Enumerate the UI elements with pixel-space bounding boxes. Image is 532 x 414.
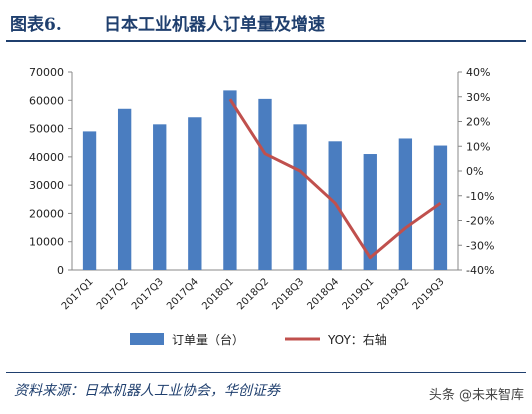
left-tick-label: 50000	[29, 123, 64, 136]
watermark: 头条 @未来智库	[428, 388, 524, 403]
bar	[363, 154, 377, 270]
right-tick-label: -20%	[466, 215, 494, 228]
legend-bar-label: 订单量（台）	[172, 332, 244, 347]
left-tick-label: 20000	[29, 207, 64, 220]
footer-rule	[6, 372, 526, 373]
left-tick-label: 40000	[29, 151, 64, 164]
x-tick-label: 2017Q2	[95, 276, 131, 312]
x-tick-label: 2017Q1	[60, 276, 96, 312]
x-tick-label: 2019Q2	[376, 276, 412, 312]
right-tick-label: 0%	[466, 165, 483, 178]
right-tick-label: -40%	[466, 264, 494, 277]
x-tick-label: 2018Q3	[270, 276, 306, 312]
left-tick-label: 60000	[29, 94, 64, 107]
left-tick-label: 10000	[29, 236, 64, 249]
bar	[117, 108, 132, 271]
figure-title: 日本工业机器人订单量及增速	[104, 15, 325, 35]
x-tick-label: 2017Q3	[130, 276, 166, 312]
right-tick-label: 10%	[466, 140, 490, 153]
legend-line-label: YOY：右轴	[327, 332, 387, 347]
legend-bar-swatch	[130, 333, 164, 345]
bar	[293, 124, 307, 270]
bar	[433, 145, 448, 270]
left-tick-label: 0	[57, 264, 64, 277]
x-tick-label: 2018Q1	[200, 276, 236, 312]
right-tick-label: 20%	[466, 116, 490, 129]
x-tick-label: 2019Q3	[411, 276, 447, 312]
bar	[188, 117, 202, 270]
x-tick-label: 2017Q4	[165, 276, 201, 312]
yoy-line	[228, 98, 442, 260]
source-note: 资料来源：日本机器人工业协会，华创证券	[14, 383, 280, 399]
bar	[258, 98, 272, 270]
x-tick-label: 2018Q2	[235, 276, 271, 312]
bar	[398, 138, 413, 270]
right-tick-label: -10%	[466, 190, 494, 203]
right-tick-label: -30%	[466, 239, 494, 252]
bar	[223, 90, 237, 270]
header-rule	[6, 40, 526, 42]
left-tick-label: 70000	[29, 66, 64, 79]
x-tick-label: 2019Q1	[341, 276, 377, 312]
bar	[153, 124, 167, 270]
right-tick-label: 30%	[466, 91, 490, 104]
bar	[82, 131, 97, 270]
figure-header: 图表6. 日本工业机器人订单量及增速	[0, 0, 532, 44]
left-tick-label: 30000	[29, 179, 64, 192]
right-tick-label: 40%	[466, 66, 490, 79]
figure-label: 图表6.	[10, 15, 62, 35]
x-tick-label: 2018Q4	[305, 276, 341, 312]
